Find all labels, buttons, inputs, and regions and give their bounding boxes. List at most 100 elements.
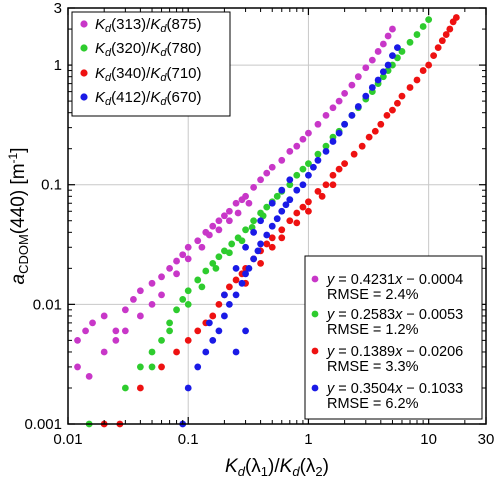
data-point: [130, 296, 137, 303]
data-point: [299, 181, 307, 189]
data-point: [250, 217, 258, 225]
data-point: [100, 348, 108, 356]
data-point: [263, 231, 271, 239]
legend-label: Kd(313)/Kd(875): [95, 16, 202, 35]
x-tick-label: 0.01: [53, 431, 82, 448]
data-point: [221, 291, 228, 299]
data-point: [305, 160, 312, 168]
fit-rmse: RMSE = 1.2%: [327, 322, 419, 338]
data-point: [268, 163, 276, 171]
data-point: [305, 129, 312, 137]
data-point: [215, 300, 223, 308]
data-point: [234, 209, 242, 217]
data-point: [278, 186, 286, 194]
data-point: [329, 181, 337, 189]
data-point: [257, 217, 264, 225]
data-point: [232, 291, 240, 299]
data-point: [121, 327, 129, 335]
fit-box-frame: [304, 255, 483, 420]
data-point: [225, 217, 233, 225]
data-points: [74, 14, 460, 428]
data-point: [273, 215, 281, 223]
data-point: [268, 222, 276, 230]
data-point: [413, 31, 421, 38]
data-point: [148, 300, 156, 308]
data-point: [282, 201, 290, 209]
data-point: [242, 192, 249, 200]
data-point: [136, 363, 144, 371]
fit-rmse: RMSE = 2.4%: [327, 287, 419, 303]
data-point: [371, 127, 379, 135]
data-point: [305, 198, 312, 206]
data-point: [179, 296, 187, 303]
data-point: [299, 203, 307, 211]
data-point: [225, 283, 233, 291]
legend-entry: Kd(313)/Kd(875): [80, 16, 202, 35]
data-point: [278, 207, 286, 215]
fit-equation: y = 0.2583x − 0.0053: [326, 307, 463, 323]
data-point: [365, 133, 373, 141]
data-point: [329, 104, 337, 112]
data-point: [257, 176, 264, 184]
data-point: [335, 165, 343, 173]
data-point: [286, 217, 294, 225]
legend-label: Kd(320)/Kd(780): [95, 40, 202, 59]
data-point: [419, 67, 427, 74]
data-point: [368, 56, 376, 64]
data-point: [221, 212, 228, 220]
data-point: [362, 64, 370, 72]
plot-frame: [67, 7, 487, 425]
data-point: [209, 222, 217, 230]
data-point: [112, 327, 120, 335]
data-point: [166, 264, 173, 272]
data-point: [232, 199, 240, 207]
data-point: [348, 111, 356, 119]
data-point: [225, 207, 233, 215]
data-point: [173, 270, 180, 278]
data-point: [341, 160, 349, 168]
data-point: [329, 171, 337, 179]
data-point: [305, 207, 312, 215]
data-point: [419, 23, 427, 30]
data-point: [329, 138, 337, 145]
data-point: [374, 76, 382, 84]
data-point: [341, 89, 349, 97]
data-point: [335, 129, 343, 137]
data-point: [268, 199, 276, 207]
x-tick-label: 30: [478, 431, 495, 448]
data-point: [268, 243, 276, 251]
data-point: [209, 259, 217, 267]
data-point: [250, 228, 258, 236]
data-point: [442, 31, 450, 38]
data-point: [212, 264, 220, 272]
data-point: [245, 199, 253, 207]
data-point: [286, 176, 294, 184]
data-point: [194, 363, 202, 371]
data-point: [384, 32, 392, 40]
series-group-3: [179, 44, 401, 428]
series-group-0: [74, 25, 396, 380]
legend-entry: Kd(340)/Kd(710): [80, 65, 202, 84]
data-point: [158, 336, 165, 344]
legend-marker: [80, 93, 88, 101]
data-point: [136, 312, 144, 320]
legend: Kd(313)/Kd(875) Kd(320)/Kd(780) Kd(340)/…: [71, 11, 231, 117]
y-tick-label: 3: [54, 0, 62, 17]
data-point: [322, 111, 330, 119]
data-point: [225, 300, 233, 308]
fit-entry: y = 0.2583x − 0.0053 RMSE = 1.2%: [311, 307, 463, 338]
data-point: [398, 92, 406, 100]
data-point: [184, 300, 192, 308]
data-point: [205, 319, 213, 327]
data-point: [121, 306, 129, 314]
data-point: [242, 327, 249, 335]
data-point: [173, 348, 180, 356]
data-point: [394, 44, 401, 51]
data-point: [205, 231, 213, 239]
data-point: [238, 237, 246, 245]
data-point: [374, 48, 382, 55]
fit-rmse: RMSE = 6.2%: [327, 396, 419, 412]
data-point: [425, 16, 433, 23]
data-point: [286, 147, 294, 155]
data-point: [158, 291, 165, 299]
